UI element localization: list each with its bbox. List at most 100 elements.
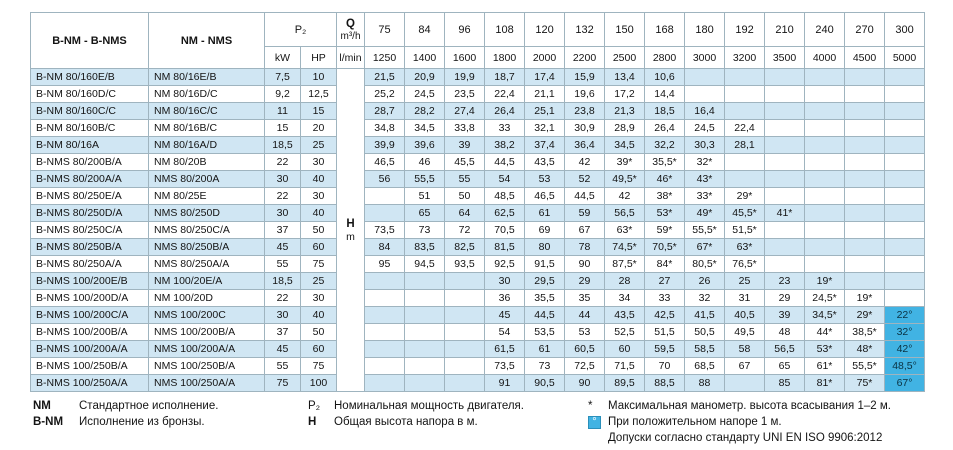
bronze-model-cell: B-NM 80/160B/C [30, 119, 149, 137]
head-value-cell: 26,4 [484, 102, 526, 120]
legend-notes: * Максимальная манометр. высота всасыван… [588, 399, 891, 447]
bronze-model-cell: B-NMS 100/200D/A [30, 289, 149, 307]
head-value-cell: 19,9 [444, 68, 486, 86]
standard-model-cell: NMS 80/250D [148, 204, 265, 222]
bronze-model-cell: B-NMS 80/250D/A [30, 204, 149, 222]
head-value-cell [844, 272, 886, 290]
head-value-cell: 46* [644, 170, 686, 188]
power-kw-cell: 11 [264, 102, 301, 120]
head-value-cell [804, 238, 846, 256]
head-value-cell [364, 204, 406, 222]
head-value-cell [844, 119, 886, 137]
flow-m3h-header-row: B-NM - B-NMS NM - NMS P₂ Q m³/h 75 84 96 10… [30, 12, 926, 69]
legend-text-p2: Номинальная мощность двигателя. [334, 400, 524, 412]
head-value-cell: 53 [564, 323, 606, 341]
head-value-cell [764, 68, 806, 86]
power-hp-cell: 15 [299, 102, 338, 120]
head-value-cell [764, 119, 806, 137]
head-value-cell [804, 68, 846, 86]
head-value-cell: 18,7 [484, 68, 526, 86]
head-value-cell: 67° [884, 374, 926, 392]
head-value-cell: 48* [844, 340, 886, 358]
head-value-cell: 24,5 [684, 119, 726, 137]
head-value-cell: 32* [684, 153, 726, 171]
power-kw-cell: 30 [264, 170, 301, 188]
head-value-cell [844, 153, 886, 171]
standard-model-cell: NMS 80/250C/A [148, 221, 265, 239]
table-header: B-NM - B-NMS NM - NMS P₂ Q m³/h 75 84 96 10… [30, 12, 926, 69]
head-value-cell: 35,5 [524, 289, 566, 307]
head-value-cell [884, 187, 926, 205]
head-value-cell: 53 [524, 170, 566, 188]
head-value-cell: 44 [564, 306, 606, 324]
power-hp-cell: 50 [299, 323, 338, 341]
head-value-cell: 24,5* [804, 289, 846, 307]
head-value-cell [364, 306, 406, 324]
power-hp-cell: 25 [299, 136, 338, 154]
head-value-cell [404, 374, 446, 392]
pump-row: B-NMS 80/200A/A NMS 80/200A 30 40 56 55,5 55 54… [30, 170, 926, 188]
head-value-cell: 42,5 [644, 306, 686, 324]
power-kw-cell: 30 [264, 306, 301, 324]
power-kw-cell: 18,5 [264, 136, 301, 154]
head-value-cell: 52,5 [604, 323, 646, 341]
head-value-cell: 39,6 [404, 136, 446, 154]
q-lmin-column-header: 3000 [684, 46, 726, 69]
head-value-cell [884, 221, 926, 239]
head-value-cell: 21,3 [604, 102, 646, 120]
bronze-model-cell: B-NM 80/160D/C [30, 85, 149, 103]
legend-term-p2: P₂ [308, 400, 321, 412]
head-value-cell: 41,5 [684, 306, 726, 324]
head-value-cell: 15,9 [564, 68, 606, 86]
head-value-cell: 42° [884, 340, 926, 358]
head-value-cell: 64 [444, 204, 486, 222]
head-value-cell: 74,5* [604, 238, 646, 256]
head-value-cell [844, 136, 886, 154]
head-value-cell [684, 68, 726, 86]
power-kw-cell: 55 [264, 255, 301, 273]
head-value-cell: 43,5 [604, 306, 646, 324]
head-value-cell: 89,5 [604, 374, 646, 392]
q-lmin-column-header: 3200 [724, 46, 766, 69]
head-value-cell [844, 221, 886, 239]
head-value-cell: 33 [644, 289, 686, 307]
power-header: P₂ [263, 12, 338, 47]
q-m3h-column-header: 270 [844, 12, 886, 47]
head-value-cell: 36 [484, 289, 526, 307]
head-value-cell: 23 [764, 272, 806, 290]
q-m3h-column-header: 240 [804, 12, 846, 47]
head-value-cell [804, 255, 846, 273]
head-value-cell: 75* [844, 374, 886, 392]
head-value-cell: 37,4 [524, 136, 566, 154]
head-value-cell: 72,5 [564, 357, 606, 375]
head-value-cell [884, 119, 926, 137]
lmin-unit-header: l/min [336, 46, 366, 69]
head-value-cell: 61 [524, 204, 566, 222]
power-hp-cell: 75 [299, 255, 338, 273]
head-value-cell: 32,1 [524, 119, 566, 137]
head-value-cell: 46 [404, 153, 446, 171]
q-lmin-column-header: 4000 [804, 46, 846, 69]
head-value-cell [404, 289, 446, 307]
legend-text-degree: При положительном напоре 1 м. [608, 416, 782, 428]
head-value-cell [884, 68, 926, 86]
pump-row: B-NMS 80/250C/A NMS 80/250C/A 37 50 73,5 73 72… [30, 221, 926, 239]
pump-performance-table: B-NM - B-NMS NM - NMS P₂ Q m³/h 75 84 96 10… [30, 12, 926, 392]
head-value-cell: 51,5* [724, 221, 766, 239]
power-hp-cell: 60 [299, 340, 338, 358]
q-lmin-column-header: 1800 [484, 46, 526, 69]
legend-text-asterisk: Максимальная манометр. высота всасывания… [608, 400, 891, 412]
flow-symbol: Q [346, 17, 355, 30]
head-value-cell: 69 [524, 221, 566, 239]
head-value-cell: 48,5° [884, 357, 926, 375]
legend-text-nm: Стандартное исполнение. [79, 400, 219, 412]
bronze-model-cell: B-NMS 80/250C/A [30, 221, 149, 239]
head-value-cell: 90 [564, 374, 606, 392]
q-lmin-column-header: 1250 [364, 46, 406, 69]
head-value-cell [884, 102, 926, 120]
flow-header: Q m³/h [336, 12, 366, 47]
head-value-cell: 22,4 [484, 85, 526, 103]
head-value-cell: 53,5 [524, 323, 566, 341]
standard-model-cell: NMS 80/200A [148, 170, 265, 188]
power-hp-cell: 40 [299, 306, 338, 324]
